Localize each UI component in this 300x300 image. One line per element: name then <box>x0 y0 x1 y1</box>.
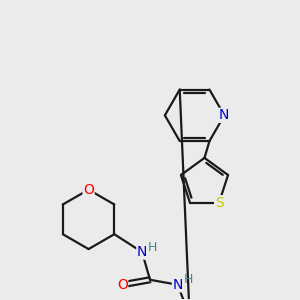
Text: O: O <box>83 183 94 196</box>
Text: N: N <box>137 245 147 259</box>
Text: H: H <box>184 273 193 286</box>
Text: N: N <box>172 278 183 292</box>
Text: O: O <box>117 278 128 292</box>
Text: N: N <box>219 108 230 122</box>
Text: H: H <box>147 241 157 254</box>
Text: S: S <box>215 196 224 210</box>
